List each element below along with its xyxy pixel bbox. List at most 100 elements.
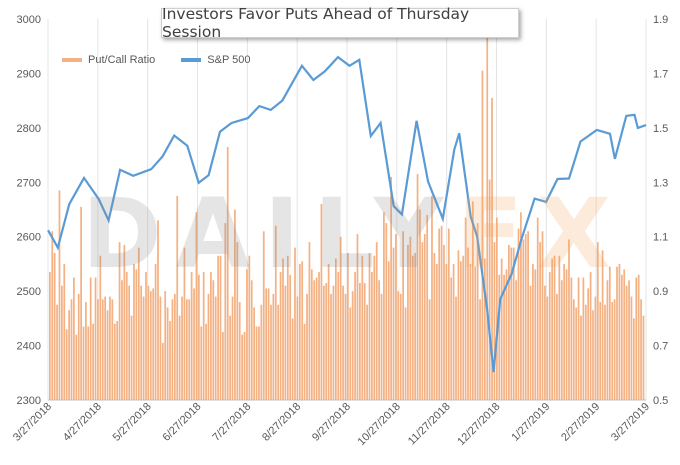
put-call-bar <box>385 223 388 400</box>
put-call-bar <box>70 299 73 400</box>
put-call-bar <box>625 285 628 400</box>
put-call-bar <box>195 212 198 400</box>
put-call-bar <box>89 277 92 400</box>
put-call-bar <box>121 280 123 400</box>
put-call-bar <box>99 255 102 400</box>
put-call-bar <box>551 258 553 400</box>
put-call-bar <box>553 255 556 400</box>
put-call-bar <box>147 285 150 400</box>
put-call-bar <box>520 212 522 400</box>
x-tick-label: 3/27/2018 <box>11 401 54 444</box>
put-call-bar <box>133 263 135 400</box>
put-call-bar <box>414 253 417 400</box>
put-call-bar <box>234 209 236 400</box>
put-call-bar <box>130 315 133 400</box>
y-left-tick-label: 2900 <box>17 68 41 80</box>
x-tick-label: 11/27/2018 <box>406 401 453 448</box>
put-call-bar <box>431 195 433 400</box>
put-call-bar <box>248 255 251 400</box>
y-right-tick-label: 1.7 <box>653 68 668 80</box>
put-call-bar <box>73 277 75 400</box>
put-call-bar <box>416 174 419 400</box>
put-call-bar <box>272 293 275 400</box>
put-call-bar <box>503 274 505 400</box>
put-call-bar <box>440 225 443 400</box>
put-call-bar <box>246 269 248 400</box>
put-call-bar <box>426 214 429 400</box>
put-call-bar <box>75 334 78 400</box>
y-right-tick-label: 1.3 <box>653 177 668 189</box>
put-call-bar <box>116 321 119 400</box>
put-call-bar <box>173 293 176 400</box>
put-call-bar <box>368 253 371 400</box>
put-call-bar <box>61 285 63 400</box>
put-call-bar <box>618 263 621 400</box>
put-call-bar <box>455 296 457 400</box>
put-call-bar <box>637 274 640 400</box>
put-call-bar <box>80 206 82 400</box>
put-call-bar <box>161 342 164 400</box>
put-call-bar <box>226 146 229 400</box>
x-axis-labels: 3/27/2018 4/27/2018 5/27/2018 6/27/2018 7/27… <box>11 401 652 448</box>
put-call-bar <box>330 293 332 400</box>
put-call-bar <box>541 231 544 400</box>
put-call-bar <box>274 225 277 400</box>
put-call-bar <box>113 323 116 400</box>
put-call-bar <box>284 285 287 400</box>
put-call-bar <box>469 263 472 400</box>
put-call-bar <box>481 70 484 401</box>
y-right-tick-label: 0.5 <box>653 395 668 407</box>
put-call-bar <box>294 247 296 400</box>
put-call-bar <box>474 266 477 400</box>
put-call-bar <box>193 288 195 400</box>
put-call-bars <box>49 16 645 401</box>
put-call-bar <box>68 310 70 400</box>
put-call-bar <box>457 250 460 400</box>
legend-swatch-sp500 <box>181 58 202 62</box>
put-call-bar <box>106 310 109 400</box>
put-call-bar <box>354 272 356 400</box>
put-call-bar <box>447 228 450 400</box>
sp500-line <box>47 55 647 373</box>
put-call-bar <box>241 334 243 400</box>
put-call-bar <box>190 272 193 400</box>
x-tick-label: 4/27/2018 <box>61 401 104 444</box>
put-call-bar <box>560 280 563 400</box>
put-call-bar <box>152 288 155 400</box>
put-call-bar <box>620 274 623 400</box>
put-call-bar <box>356 233 359 400</box>
put-call-bar <box>207 293 210 400</box>
put-call-bar <box>395 233 397 400</box>
put-call-bar <box>111 299 114 400</box>
left-axis-labels: 2300 2400 2500 2600 2700 2800 2900 3000 <box>17 14 41 407</box>
put-call-bar <box>178 315 181 400</box>
put-call-bar <box>363 282 366 400</box>
legend-label-sp500: S&P 500 <box>207 54 251 66</box>
right-axis-labels: 0.5 0.7 0.9 1.1 1.3 1.5 1.7 1.9 <box>653 14 668 407</box>
x-tick-label: 6/27/2018 <box>161 401 204 444</box>
put-call-bar <box>608 266 611 400</box>
put-call-bar <box>421 242 424 400</box>
put-call-bar <box>282 258 284 400</box>
put-call-bar <box>628 280 630 400</box>
put-call-bar <box>253 307 255 400</box>
put-call-bar <box>445 263 448 400</box>
put-call-bar <box>488 179 491 400</box>
put-call-bar <box>222 331 224 400</box>
put-call-bar <box>159 296 162 400</box>
put-call-bar <box>548 272 551 400</box>
put-call-bar <box>250 280 253 400</box>
put-call-bar <box>359 282 361 400</box>
put-call-bar <box>154 263 157 400</box>
put-call-bar <box>546 296 549 400</box>
put-call-bar <box>104 296 106 400</box>
put-call-bar <box>308 242 311 400</box>
put-call-bar <box>404 307 407 400</box>
put-call-bar <box>527 231 529 400</box>
put-call-bar <box>210 272 212 400</box>
put-call-bar <box>532 263 534 400</box>
put-call-bar <box>270 304 272 400</box>
put-call-bar <box>291 318 294 400</box>
put-call-bar <box>176 195 179 400</box>
put-call-bar <box>183 247 186 400</box>
